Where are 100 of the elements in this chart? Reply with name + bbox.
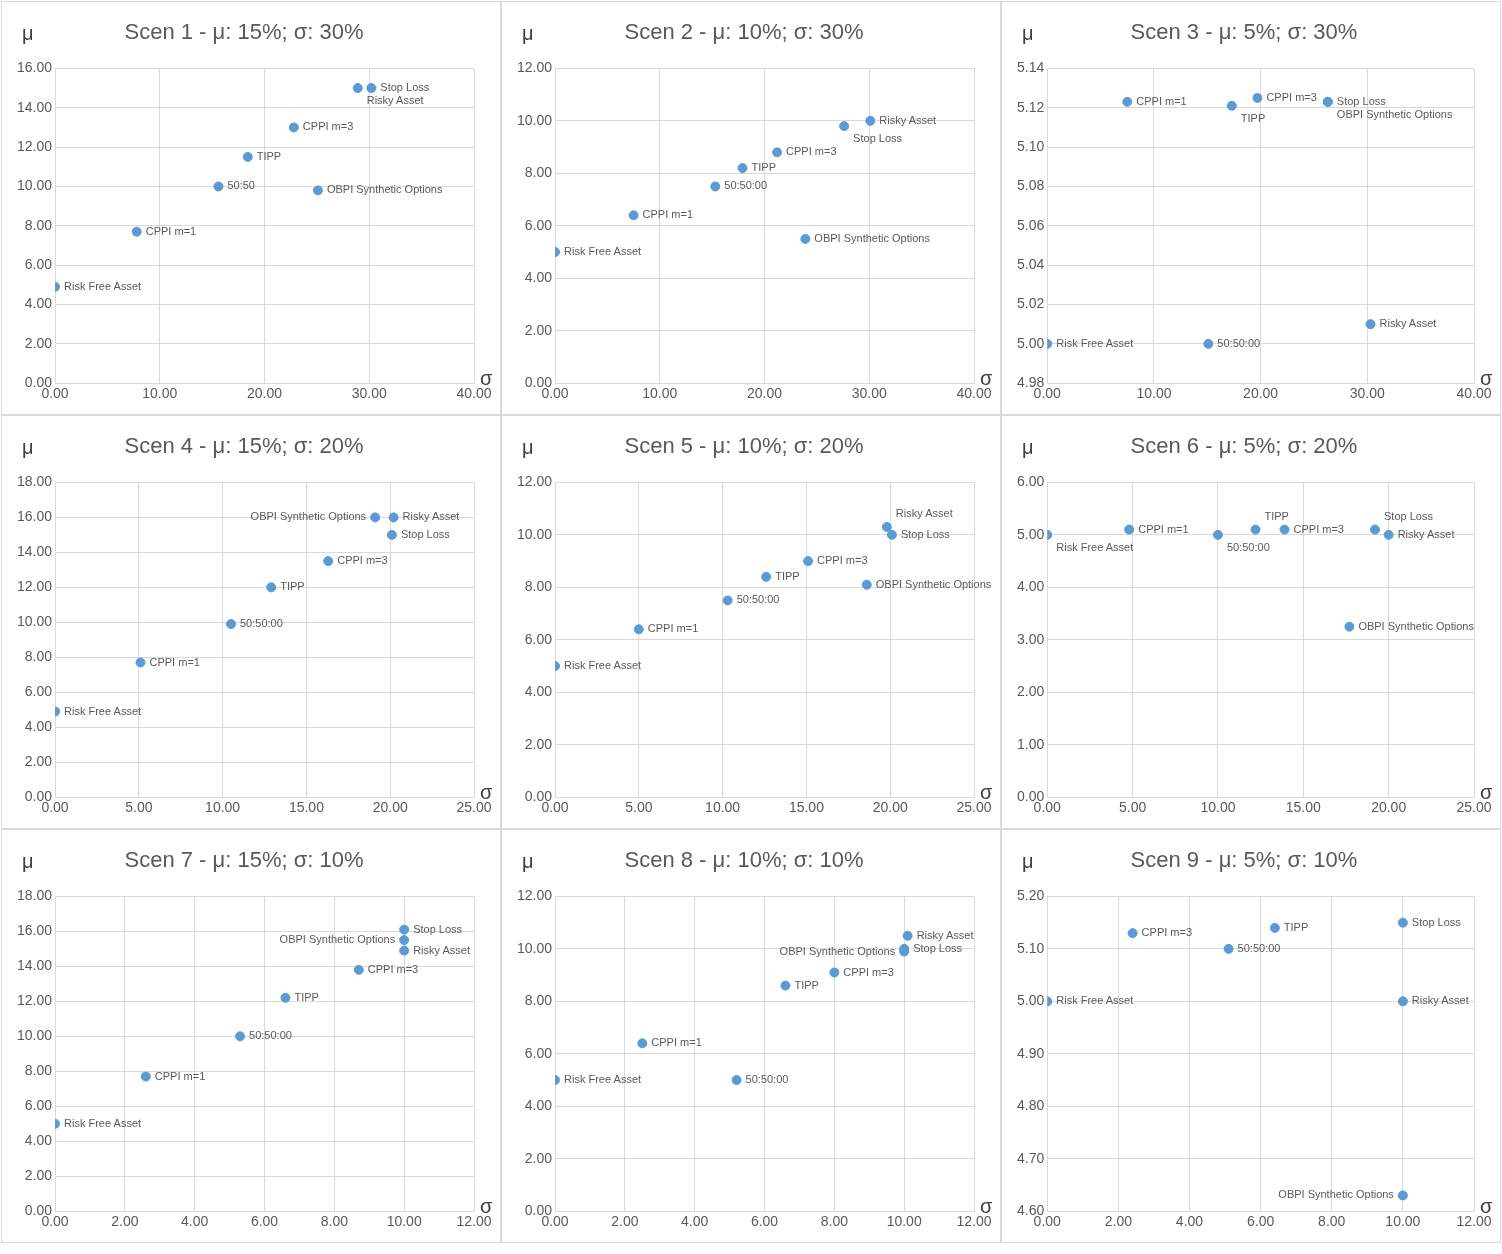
x-tick-label: 10.00	[1136, 385, 1172, 402]
annotation: 50:50:00	[1226, 540, 1270, 553]
y-tick-label: 6.00	[1017, 473, 1045, 490]
annotation: OBPI Synthetic Options	[1358, 619, 1475, 632]
y-tick-label: 5.02	[1017, 295, 1045, 312]
annotation: CPPI m=1	[149, 655, 200, 668]
y-axis-title: μ	[522, 435, 534, 458]
y-tick-label: 4.00	[524, 683, 553, 700]
y-tick-label: 12.00	[16, 137, 53, 154]
y-tick-label: 10.00	[516, 111, 553, 128]
annotation: CPPI m=1	[651, 1036, 702, 1049]
x-tick-label: 10.00	[1385, 1213, 1421, 1230]
y-tick-label: 5.00	[1017, 525, 1045, 542]
y-tick-label: 5.08	[1017, 177, 1045, 194]
annotation: CPPI m=3	[1141, 926, 1193, 939]
y-tick-label: 4.00	[24, 295, 53, 312]
y-tick-label: 8.00	[24, 216, 53, 233]
annotation: Risk Free Asset	[64, 1116, 142, 1129]
annotation: Risk Free Asset	[1056, 336, 1134, 349]
annotation: CPPI m=3	[843, 965, 894, 978]
y-tick-label: 5.10	[1017, 137, 1045, 154]
annotation: CPPI m=1	[145, 224, 197, 237]
x-tick-label: 2.00	[1104, 1213, 1133, 1230]
annotation: Risky Asset	[1411, 994, 1469, 1007]
y-tick-label: 4.80	[1017, 1097, 1045, 1114]
annotation: 50:50:00	[240, 617, 283, 630]
annotation: 50:50:00	[1217, 336, 1261, 349]
annotation: Stop Loss	[900, 527, 951, 540]
y-tick-label: 12.00	[516, 473, 553, 490]
x-tick-label: 5.00	[1118, 799, 1147, 816]
y-tick-label: 2.00	[1017, 683, 1045, 700]
annotation: OBPI Synthetic Options	[250, 510, 367, 523]
annotation: TIPP	[794, 978, 819, 991]
y-tick-label: 12.00	[516, 887, 553, 904]
annotation: TIPP	[1283, 920, 1309, 933]
x-tick-label: 30.00	[351, 385, 387, 402]
annotation: Stop Loss	[1411, 915, 1462, 928]
y-tick-label: 4.00	[24, 718, 53, 735]
y-tick-label: 5.14	[1017, 59, 1045, 76]
y-tick-label: 5.04	[1017, 256, 1045, 273]
annotation: Risk Free Asset	[564, 1073, 642, 1086]
x-tick-label: 10.00	[886, 1213, 922, 1230]
annotation: Risky Asset	[1379, 317, 1437, 330]
y-axis-title: μ	[22, 849, 34, 872]
x-tick-label: 10.00	[142, 385, 178, 402]
annotation: TIPP	[1240, 111, 1266, 124]
y-tick-label: 2.00	[24, 1167, 53, 1184]
y-axis-title: μ	[1022, 21, 1034, 44]
y-tick-label: 14.00	[16, 98, 53, 115]
y-tick-label: 14.00	[16, 543, 53, 560]
y-tick-label: 10.00	[516, 939, 553, 956]
annotation: Stop Loss	[380, 81, 430, 94]
y-tick-label: 12.00	[16, 992, 53, 1009]
x-tick-label: 2.00	[111, 1213, 139, 1230]
y-axis-title: μ	[1022, 435, 1034, 458]
y-tick-label: 8.00	[24, 1062, 53, 1079]
x-tick-label: 8.00	[820, 1213, 849, 1230]
annotation: CPPI m=3	[1266, 90, 1317, 103]
x-tick-label: 6.00	[1247, 1213, 1275, 1230]
annotation: Risky Asset	[879, 113, 937, 126]
x-tick-label: 20.00	[1243, 385, 1279, 402]
y-tick-label: 5.00	[1017, 992, 1045, 1009]
annotation: OBPI Synthetic Options	[326, 183, 443, 196]
y-tick-label: 5.06	[1017, 216, 1045, 233]
y-tick-label: 8.00	[524, 992, 553, 1009]
y-tick-label: 3.00	[1017, 630, 1045, 647]
y-axis-title: μ	[1022, 849, 1034, 872]
x-tick-label: 10.00	[386, 1213, 422, 1230]
x-tick-label: 15.00	[288, 799, 325, 816]
x-tick-label: 10.00	[1200, 799, 1236, 816]
y-tick-label: 5.12	[1017, 98, 1045, 115]
y-tick-label: 4.70	[1017, 1149, 1045, 1166]
x-tick-label: 20.00	[872, 799, 908, 816]
annotation: 50:50:00	[249, 1029, 292, 1042]
annotation: Risk Free Asset	[564, 245, 642, 258]
chart-title: Scen 3 - μ: 5%; σ: 30%	[1130, 19, 1358, 45]
y-tick-label: 2.00	[524, 1149, 553, 1166]
annotation: Stop Loss	[400, 527, 451, 540]
y-tick-label: 6.00	[524, 216, 553, 233]
annotation: TIPP	[256, 149, 282, 162]
annotation: CPPI m=3	[786, 145, 837, 158]
x-tick-label: 4.00	[681, 1213, 709, 1230]
chart-title: Scen 7 - μ: 15%; σ: 10%	[124, 847, 364, 873]
annotation: OBPI Synthetic Options	[1336, 107, 1453, 120]
annotation: Risky Asset	[916, 928, 974, 941]
y-tick-label: 6.00	[24, 256, 53, 273]
y-tick-label: 1.00	[1017, 735, 1045, 752]
annotation: OBPI Synthetic Options	[814, 231, 931, 244]
y-tick-label: 4.00	[524, 269, 553, 286]
y-tick-label: 4.90	[1017, 1044, 1045, 1061]
annotation: Risky Asset	[402, 510, 460, 523]
y-tick-label: 14.00	[16, 957, 53, 974]
y-axis-title: μ	[22, 435, 34, 458]
x-tick-label: 30.00	[851, 385, 887, 402]
annotation: CPPI m=1	[154, 1069, 206, 1082]
annotation: Risk Free Asset	[564, 659, 642, 672]
chart-title: Scen 8 - μ: 10%; σ: 10%	[624, 847, 864, 873]
annotation: CPPI m=1	[1136, 94, 1187, 107]
annotation: Risk Free Asset	[64, 279, 142, 292]
chart-title: Scen 6 - μ: 5%; σ: 20%	[1130, 433, 1358, 459]
